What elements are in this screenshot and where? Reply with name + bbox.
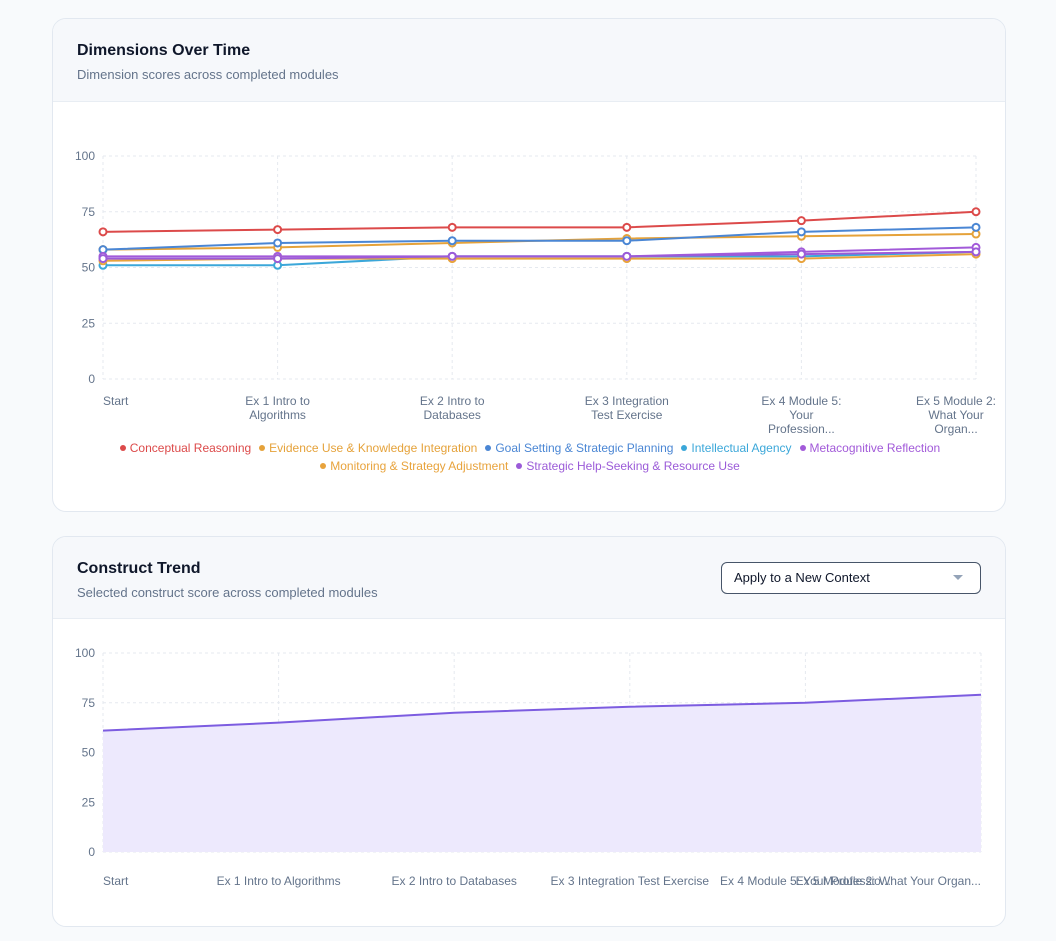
y-tick-label: 0: [88, 845, 95, 859]
legend-item[interactable]: Goal Setting & Strategic Planning: [485, 439, 673, 457]
x-tick-label: Ex 5 Module 2: What Your Organ...: [916, 394, 996, 436]
x-tick-label: Ex 3 Integration Test Exercise: [551, 874, 710, 888]
construct-card-title: Construct Trend: [77, 560, 201, 577]
y-tick-label: 75: [82, 205, 96, 219]
y-tick-label: 25: [82, 316, 96, 330]
x-tick-label: Ex 2 Intro to Databases: [391, 874, 516, 888]
construct-select-value: Apply to a New Context: [734, 570, 870, 585]
legend-dot-icon: [799, 444, 806, 451]
series-line: [102, 233, 977, 251]
data-point[interactable]: [622, 236, 632, 246]
legend-item[interactable]: Strategic Help-Seeking & Resource Use: [516, 457, 740, 475]
x-tick-label: Start: [103, 394, 129, 408]
legend-label: Conceptual Reasoning: [129, 441, 252, 455]
data-point[interactable]: [447, 251, 457, 261]
construct-select[interactable]: Apply to a New Context: [721, 562, 981, 594]
chevron-down-icon: [953, 575, 963, 580]
y-tick-label: 100: [75, 149, 95, 163]
legend-dot-icon: [516, 462, 523, 469]
series-line: [103, 250, 977, 260]
legend-label: Goal Setting & Strategic Planning: [495, 441, 674, 455]
legend-label: Strategic Help-Seeking & Resource Use: [526, 459, 740, 473]
y-tick-label: 50: [82, 746, 96, 760]
dimensions-card: Dimensions Over Time Dimension scores ac…: [52, 18, 1006, 512]
x-tick-label: Ex 5 Module 2: What Your Organ...: [796, 874, 981, 888]
data-point[interactable]: [447, 222, 457, 232]
construct-area-chart: 0 25 50 75 100 Start Ex 1 Intro to Algorithms E…: [75, 646, 982, 888]
legend-item[interactable]: Evidence Use & Knowledge Integration: [259, 439, 477, 457]
x-tick-label: Ex 3 Integration Test Exercise: [585, 394, 669, 422]
legend-dot-icon: [119, 444, 126, 451]
data-point[interactable]: [796, 227, 806, 237]
y-tick-label: 75: [82, 696, 96, 710]
y-tick-label: 25: [82, 795, 96, 809]
x-tick-label: Ex 4 Module 5: Your Professio...: [720, 874, 891, 888]
series-line: [102, 226, 977, 251]
dimensions-legend: Conceptual Reasoning Evidence Use & Knowl…: [53, 439, 1005, 475]
legend-item[interactable]: Conceptual Reasoning: [119, 439, 252, 457]
data-point[interactable]: [447, 236, 457, 246]
data-point[interactable]: [273, 238, 283, 248]
data-point[interactable]: [273, 254, 283, 264]
dimensions-card-header: Dimensions Over Time Dimension scores ac…: [53, 19, 1005, 102]
area-fill: [103, 694, 981, 852]
construct-card-subtitle: Selected construct score across complete…: [77, 585, 378, 600]
legend-label: Intellectual Agency: [691, 441, 792, 455]
area-line: [102, 693, 982, 732]
legend-item[interactable]: Metacognitive Reflection: [799, 439, 941, 457]
dimensions-card-subtitle: Dimension scores across completed module…: [77, 67, 339, 82]
dimensions-line-chart: 0 25 50 75 100 Start Ex 1 Intro to Algorithms Ex…: [75, 149, 996, 436]
legend-dot-icon: [320, 462, 327, 469]
legend-label: Evidence Use & Knowledge Integration: [269, 441, 478, 455]
data-point[interactable]: [273, 225, 283, 235]
data-point[interactable]: [971, 247, 981, 257]
x-tick-label: Start: [103, 874, 129, 888]
data-point[interactable]: [622, 251, 632, 261]
x-tick-label: Ex 1 Intro to Algorithms: [245, 394, 310, 422]
y-tick-label: 50: [82, 261, 96, 275]
y-tick-label: 0: [88, 372, 95, 386]
x-tick-label: Ex 4 Module 5: Your Profession...: [761, 394, 841, 436]
legend-item[interactable]: Monitoring & Strategy Adjustment: [320, 457, 508, 475]
data-point[interactable]: [971, 222, 981, 232]
x-tick-label: Ex 1 Intro to Algorithms: [217, 874, 341, 888]
data-point[interactable]: [622, 222, 632, 232]
legend-label: Metacognitive Reflection: [809, 441, 941, 455]
data-point[interactable]: [971, 207, 981, 217]
data-point[interactable]: [98, 227, 108, 237]
series-line: [102, 210, 977, 233]
construct-card-header: Construct Trend Selected construct score…: [53, 537, 1005, 619]
data-point[interactable]: [796, 216, 806, 226]
legend-dot-icon: [681, 444, 688, 451]
y-tick-label: 100: [75, 646, 95, 660]
x-tick-label: Ex 2 Intro to Databases: [420, 394, 485, 422]
legend-item[interactable]: Intellectual Agency: [681, 439, 792, 457]
legend-dot-icon: [485, 444, 492, 451]
construct-card: Construct Trend Selected construct score…: [52, 536, 1006, 927]
legend-label: Monitoring & Strategy Adjustment: [330, 459, 509, 473]
data-point[interactable]: [98, 254, 108, 264]
data-point[interactable]: [796, 249, 806, 259]
legend-dot-icon: [259, 444, 266, 451]
dimensions-card-title: Dimensions Over Time: [77, 42, 251, 59]
